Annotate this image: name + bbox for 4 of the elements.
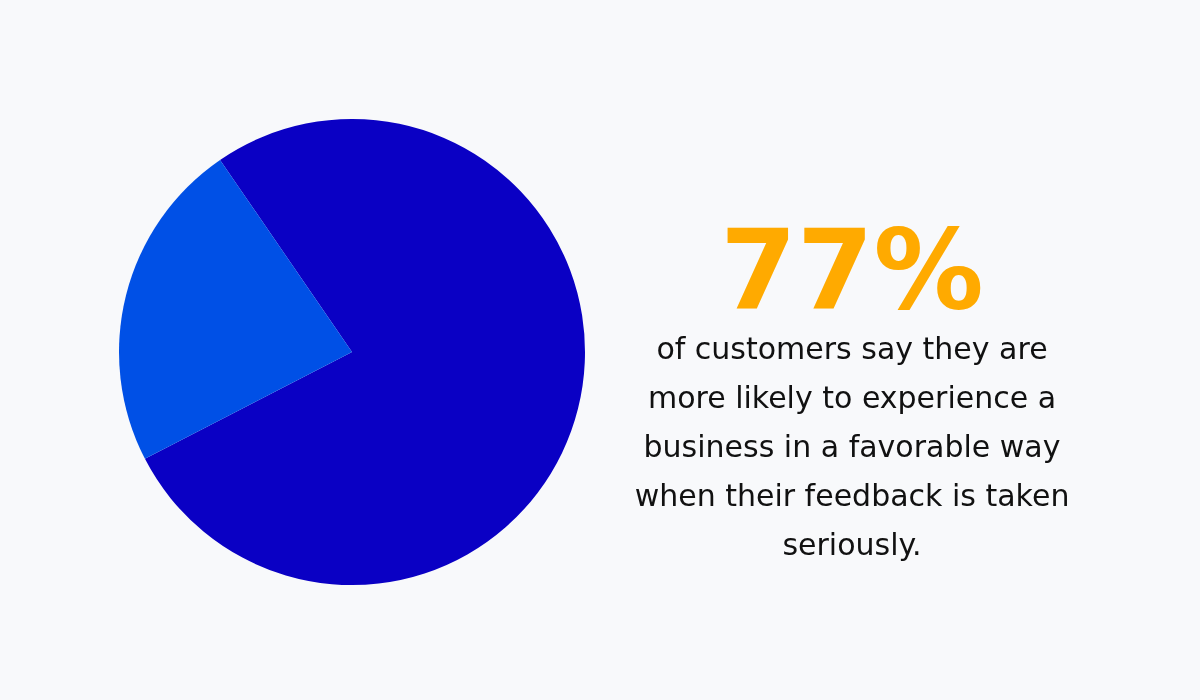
text: 77% [720,206,984,334]
pie-slice [119,159,352,459]
text: of customers say they are more likely to experience a business in a favorable way when their feedback is taken seriously. [634,331,1070,562]
pie-slice [144,119,585,585]
